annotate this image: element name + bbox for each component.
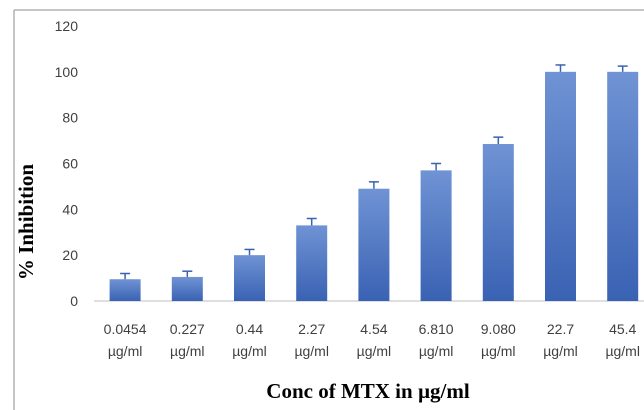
x-tick-label: 45.4	[609, 321, 636, 337]
x-tick-label: µg/ml	[605, 343, 640, 359]
x-tick-label: µg/ml	[481, 343, 516, 359]
x-tick-label: µg/ml	[170, 343, 205, 359]
x-tick-label: µg/ml	[294, 343, 329, 359]
x-tick-label: µg/ml	[232, 343, 267, 359]
y-tick-label: 120	[55, 18, 79, 34]
bar	[482, 144, 514, 301]
y-tick-label: 100	[55, 64, 79, 80]
x-axis-label: Conc of MTX in µg/ml	[266, 379, 470, 403]
y-tick-label: 0	[70, 293, 78, 309]
y-tick-label: 40	[62, 201, 78, 217]
x-tick-label: 4.54	[360, 321, 387, 337]
y-axis-label: % Inhibition	[14, 164, 38, 280]
y-tick-label: 60	[62, 156, 78, 172]
bar	[109, 279, 141, 301]
x-tick-label: 2.27	[298, 321, 325, 337]
x-tick-label: 9.080	[481, 321, 516, 337]
bar	[296, 225, 328, 301]
x-tick-label: 0.227	[170, 321, 205, 337]
x-tick-label: 0.44	[236, 321, 263, 337]
x-tick-label: µg/ml	[543, 343, 578, 359]
bar	[607, 71, 639, 301]
bar	[420, 170, 452, 301]
bar	[358, 188, 390, 301]
y-tick-label: 20	[62, 247, 78, 263]
x-tick-label: 6.810	[419, 321, 454, 337]
x-tick-label: 22.7	[547, 321, 574, 337]
bar	[234, 255, 265, 301]
x-tick-label: µg/ml	[357, 343, 392, 359]
plot-area: 0 20 40 60 80 100 120 0.0454 µg/ml 0.227 µg/ml 0.44…	[55, 18, 644, 359]
bar	[171, 276, 203, 301]
bar	[545, 71, 576, 301]
x-tick-label: µg/ml	[108, 343, 143, 359]
x-tick-label: 0.0454	[104, 321, 147, 337]
y-tick-label: 80	[62, 110, 78, 126]
x-tick-label: µg/ml	[419, 343, 454, 359]
